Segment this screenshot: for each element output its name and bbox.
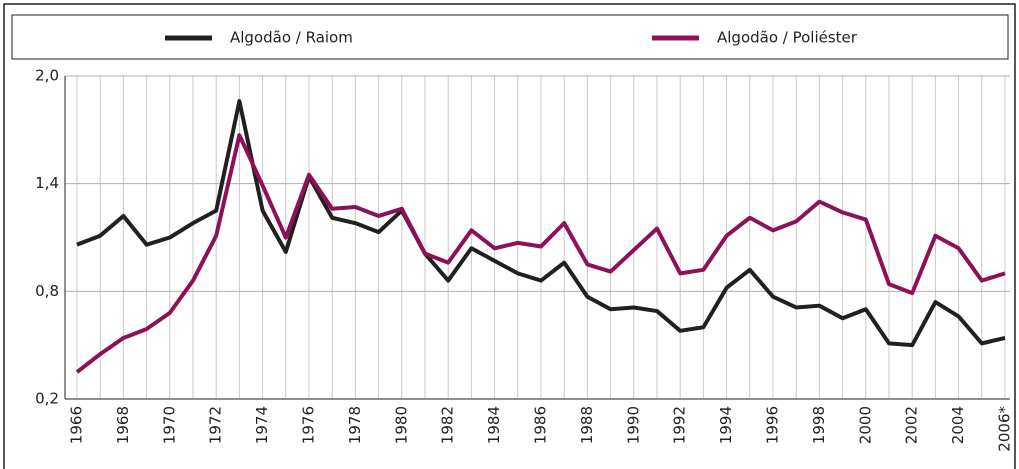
x-tick-label: 1970 (160, 406, 178, 444)
x-tick-label: 1992 (671, 406, 689, 444)
x-tick-label: 1994 (717, 406, 735, 444)
x-tick-label: 2002 (903, 406, 921, 444)
x-tick-label: 1976 (300, 406, 318, 444)
frame (3, 3, 1016, 469)
x-tick-label: 1986 (532, 406, 550, 444)
y-tick-label: 2,0 (35, 67, 59, 85)
x-tick-label: 1980 (392, 406, 410, 444)
series-line (76, 99, 1006, 348)
x-tick-label: 2004 (949, 406, 967, 444)
y-tick-label: 1,4 (35, 174, 59, 192)
x-tick-label: 1972 (207, 406, 225, 444)
legend-label: Algodão / Poliéster (717, 29, 858, 47)
x-tick-label: 1978 (346, 406, 364, 444)
legend-box (11, 14, 1009, 60)
x-tick-label: 1998 (810, 406, 828, 444)
x-tick-label: 1982 (439, 406, 457, 444)
x-tick-label: 1966 (68, 406, 86, 444)
x-tick-label: 1984 (485, 406, 503, 444)
x-tick-label: 1990 (624, 406, 642, 444)
series-line (75, 133, 1006, 374)
x-tick-label: 1974 (253, 406, 271, 444)
y-tick-label: 0,8 (35, 282, 59, 300)
x-tick-label: 2006* (996, 406, 1014, 452)
legend-label: Algodão / Raiom (230, 29, 353, 47)
y-tick-label: 0,2 (35, 390, 59, 408)
x-tick-label: 1996 (764, 406, 782, 444)
x-tick-label: 2000 (856, 406, 874, 444)
x-tick-label: 1988 (578, 406, 596, 444)
x-tick-label: 1968 (114, 406, 132, 444)
